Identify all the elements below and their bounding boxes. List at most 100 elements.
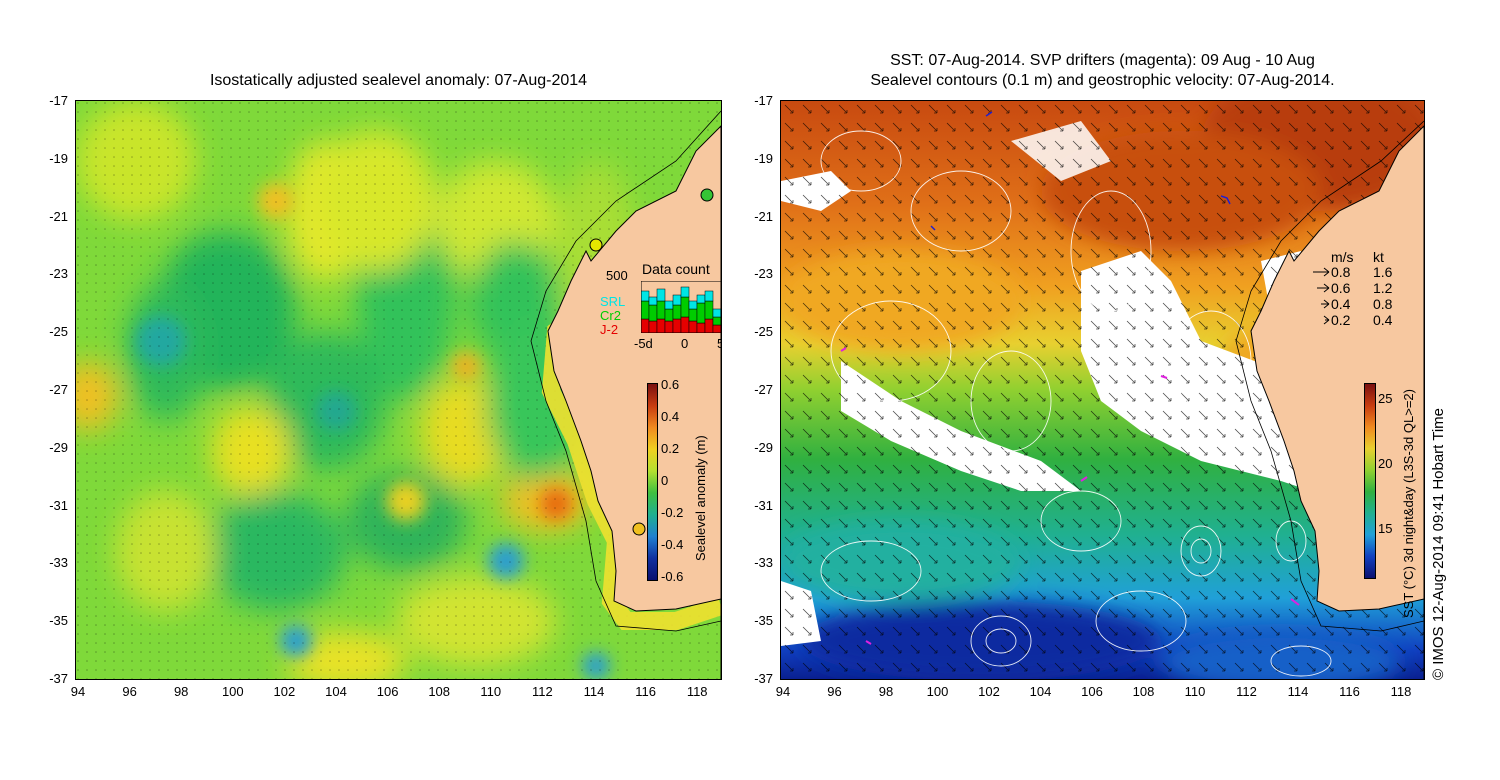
- data-count-bar: [641, 318, 650, 333]
- tide-gauge-marker[interactable]: [700, 188, 714, 202]
- x-tick-label: 108: [428, 684, 451, 699]
- sst-colorbar-tick: 15: [1378, 521, 1393, 536]
- y-tick-label: -35: [754, 613, 773, 629]
- data-count-bar: [672, 294, 682, 306]
- data-count-bar: [648, 296, 658, 306]
- x-tick-label: 112: [532, 684, 553, 699]
- x-tick-label: 118: [686, 684, 708, 699]
- data-count-x-tick: 5: [717, 336, 721, 351]
- velocity-arrow-icon: [1313, 267, 1330, 277]
- legend-srl: SRL: [600, 294, 626, 309]
- velocity-legend-kt-header: kt: [1373, 249, 1384, 265]
- x-tick-label: 96: [827, 684, 842, 699]
- y-tick-label: -29: [754, 439, 773, 455]
- sla-colorbar-tick: 0: [661, 473, 669, 488]
- australia-land: [547, 125, 721, 679]
- y-tick-label: -21: [754, 208, 773, 224]
- y-tick-label: -23: [754, 266, 773, 282]
- x-tick-label: 100: [926, 684, 949, 699]
- sst-map[interactable]: m/s kt 0.8 1.6 0.6 1.2 0.4 0.8 0.2 0.4 25 20 15…: [780, 100, 1425, 680]
- x-tick-label: 116: [1339, 684, 1360, 699]
- sealevel-anomaly-map[interactable]: Data count 500 SRL Cr2 J-2 -5d 0 5 0.6 0…: [75, 100, 722, 680]
- y-tick-label: -33: [754, 555, 773, 571]
- x-tick-label: 94: [775, 684, 791, 699]
- y-tick-label: -19: [49, 150, 68, 166]
- y-tick-label: -21: [49, 208, 68, 224]
- data-count-bar: [641, 290, 650, 302]
- svp-drifter-tracks: [840, 347, 1300, 645]
- velocity-ms-value: 0.2: [1331, 312, 1351, 328]
- data-count-bar: [712, 324, 721, 333]
- x-tick-label: 106: [376, 684, 399, 699]
- x-tick-label: 102: [273, 684, 296, 699]
- data-count-bar: [688, 320, 698, 333]
- sla-colorbar-tick: 0.2: [661, 441, 680, 456]
- sst-colorbar-label: SST (°C) 3d night&day (L3S-3d QL>=2): [1401, 389, 1416, 618]
- data-count-bar: [672, 318, 682, 333]
- data-count-bar: [664, 300, 674, 310]
- velocity-kt-value: 0.8: [1373, 296, 1393, 312]
- sst-map-svg: [781, 101, 1424, 679]
- x-tick-label: 110: [1184, 684, 1206, 699]
- y-tick-label: -33: [49, 555, 68, 571]
- shelf-contour: [530, 110, 721, 632]
- y-tick-label: -27: [49, 382, 68, 397]
- y-tick-label: -17: [49, 93, 68, 108]
- australia-land: [1250, 125, 1424, 679]
- tide-gauge-marker[interactable]: [632, 522, 646, 536]
- y-tick-label: -23: [49, 266, 68, 282]
- data-count-y-tick: 500: [606, 268, 628, 283]
- data-count-bar: [688, 308, 698, 322]
- left-panel-title: Isostatically adjusted sealevel anomaly:…: [209, 72, 588, 89]
- data-count-bar: [696, 294, 706, 304]
- y-tick-label: -29: [49, 439, 68, 455]
- imos-credit: © IMOS 12-Aug-2014 09:41 Hobart Time: [1430, 407, 1447, 680]
- x-tick-label: 108: [1132, 684, 1155, 699]
- data-count-bar: [648, 320, 658, 333]
- legend-j2: J-2: [600, 322, 619, 337]
- x-tick-label: 100: [221, 684, 244, 699]
- sla-colorbar-label: Sealevel anomaly (m): [693, 435, 708, 561]
- data-count-bars: [641, 281, 721, 333]
- y-tick-label: -37: [754, 671, 773, 686]
- sla-colorbar: [647, 383, 658, 581]
- y-tick-label: -25: [754, 324, 773, 340]
- sst-colorbar: [1364, 383, 1376, 579]
- velocity-arrow-icon: [1317, 283, 1330, 293]
- x-tick-label: 96: [122, 684, 137, 699]
- x-tick-label: 98: [173, 684, 189, 699]
- velocity-ms-value: 0.8: [1331, 264, 1351, 280]
- velocity-arrow-icon: [1323, 315, 1330, 325]
- y-tick-label: -37: [49, 671, 68, 686]
- y-tick-label: -19: [754, 150, 773, 166]
- y-tick-label: -35: [49, 613, 68, 629]
- data-count-x-tick: -5d: [634, 336, 653, 351]
- x-tick-label: 106: [1081, 684, 1103, 699]
- svp-drifter-tracks: [930, 111, 1231, 231]
- y-tick-label: -31: [49, 497, 68, 513]
- sealevel-contours: [820, 130, 1332, 677]
- sla-colorbar-tick: 0.4: [661, 409, 680, 424]
- sla-colorbar-tick: -0.6: [661, 569, 684, 584]
- y-tick-label: -27: [754, 382, 773, 397]
- data-count-bar: [656, 288, 666, 302]
- data-count-bar: [704, 290, 714, 302]
- x-tick-label: 112: [1236, 684, 1257, 699]
- tide-gauge-marker[interactable]: [589, 238, 603, 252]
- data-count-bar: [648, 304, 658, 322]
- y-tick-label: -17: [754, 93, 773, 108]
- sla-colorbar-tick: 0.6: [661, 377, 680, 392]
- velocity-kt-value: 0.4: [1373, 312, 1393, 328]
- y-tick-label: -31: [754, 497, 773, 513]
- sst-colorbar-tick: 25: [1378, 391, 1393, 406]
- data-count-bar: [664, 308, 674, 322]
- data-count-bar: [696, 322, 706, 333]
- sst-colorbar-tick: 20: [1378, 456, 1393, 471]
- data-count-bar: [672, 304, 682, 320]
- x-tick-label: 102: [978, 684, 1000, 699]
- data-count-x-tick: 0: [681, 336, 689, 351]
- data-count-bar: [680, 286, 690, 298]
- x-tick-label: 94: [70, 684, 86, 699]
- data-count-bar: [688, 300, 698, 310]
- sla-colorbar-tick: -0.2: [661, 505, 684, 520]
